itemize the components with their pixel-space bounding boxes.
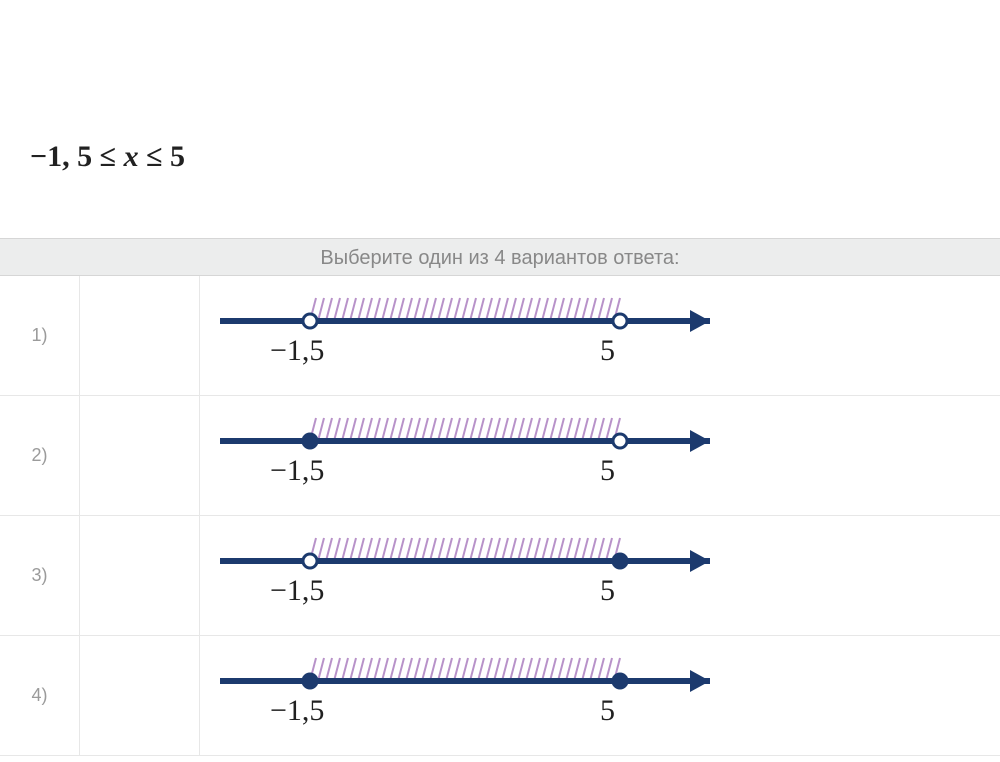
options-table: 1) −1,5 5 2) −1,5 5 3) −1,5 5 4) bbox=[0, 276, 1000, 756]
arrow-right-icon bbox=[690, 670, 710, 692]
option-number: 3) bbox=[0, 516, 80, 635]
arrow-right-icon bbox=[690, 550, 710, 572]
axis-label-right: 5 bbox=[600, 454, 615, 488]
axis-label-left: −1,5 bbox=[270, 694, 324, 728]
arrow-right-icon bbox=[690, 430, 710, 452]
prompt-text: Выберите один из 4 вариантов ответа: bbox=[0, 238, 1000, 276]
option-blank-cell bbox=[80, 636, 200, 755]
option-diagram: −1,5 5 bbox=[200, 396, 1000, 515]
ineq-var: x bbox=[124, 140, 139, 173]
option-row[interactable]: 1) −1,5 5 bbox=[0, 276, 1000, 396]
option-row[interactable]: 4) −1,5 5 bbox=[0, 636, 1000, 756]
option-blank-cell bbox=[80, 516, 200, 635]
ineq-rhs: 5 bbox=[170, 140, 185, 173]
axis-label-right: 5 bbox=[600, 574, 615, 608]
option-diagram: −1,5 5 bbox=[200, 276, 1000, 395]
option-row[interactable]: 3) −1,5 5 bbox=[0, 516, 1000, 636]
page-container: −1, 5 ≤ x ≤ 5 Выберите один из 4 вариант… bbox=[0, 0, 1000, 762]
arrow-right-icon bbox=[690, 310, 710, 332]
option-number: 2) bbox=[0, 396, 80, 515]
ineq-op1: ≤ bbox=[100, 140, 116, 173]
option-row[interactable]: 2) −1,5 5 bbox=[0, 396, 1000, 516]
ineq-lhs: −1, 5 bbox=[30, 140, 92, 173]
option-diagram: −1,5 5 bbox=[200, 636, 1000, 755]
option-number: 1) bbox=[0, 276, 80, 395]
axis-label-left: −1,5 bbox=[270, 574, 324, 608]
inequality-expression: −1, 5 ≤ x ≤ 5 bbox=[30, 140, 185, 174]
option-blank-cell bbox=[80, 276, 200, 395]
axis-label-right: 5 bbox=[600, 334, 615, 368]
option-diagram: −1,5 5 bbox=[200, 516, 1000, 635]
axis-label-right: 5 bbox=[600, 694, 615, 728]
option-blank-cell bbox=[80, 396, 200, 515]
axis-label-left: −1,5 bbox=[270, 454, 324, 488]
ineq-op2: ≤ bbox=[146, 140, 162, 173]
axis-label-left: −1,5 bbox=[270, 334, 324, 368]
option-number: 4) bbox=[0, 636, 80, 755]
